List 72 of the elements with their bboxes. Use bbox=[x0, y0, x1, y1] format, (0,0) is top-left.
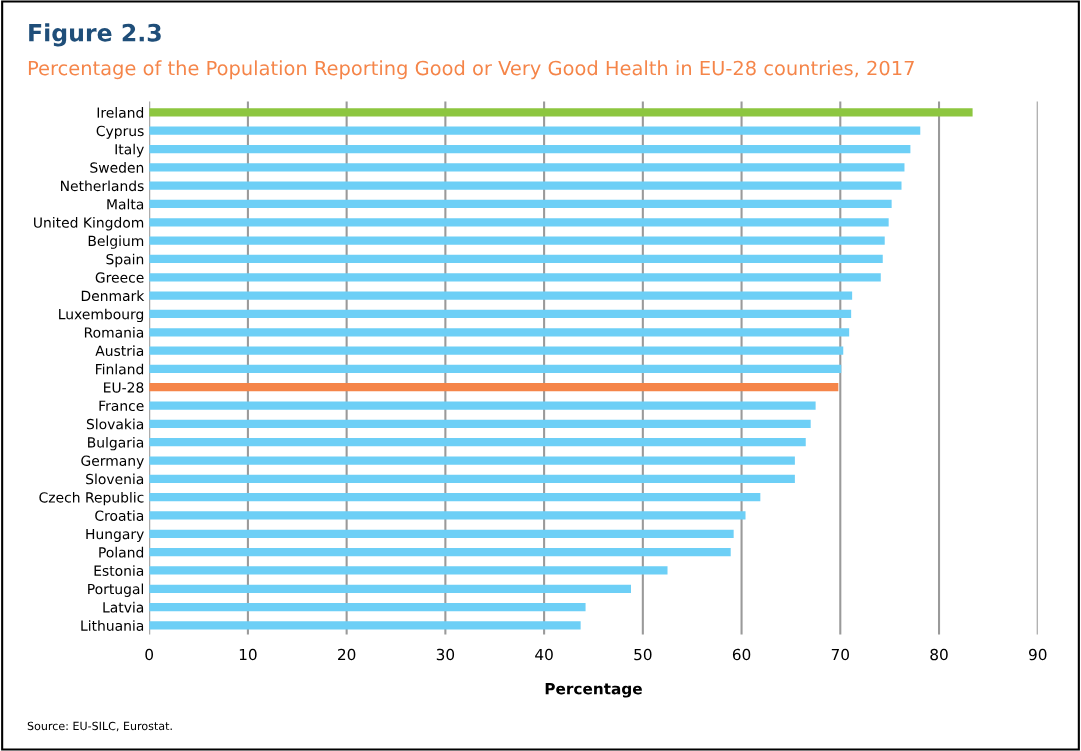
bar bbox=[149, 566, 668, 575]
y-tick-label: Germany bbox=[81, 455, 144, 469]
bar bbox=[149, 254, 883, 264]
bar bbox=[149, 584, 631, 593]
y-tick-label: Portugal bbox=[88, 583, 144, 597]
y-tick-label: EU-28 bbox=[104, 382, 144, 393]
y-tick-label: Luxembourg bbox=[59, 308, 144, 323]
bar bbox=[149, 126, 921, 135]
y-tick-label: Poland bbox=[99, 546, 144, 558]
bar bbox=[149, 474, 795, 483]
x-tick-label: 90 bbox=[1029, 648, 1047, 661]
bar bbox=[149, 621, 581, 630]
x-tick-label: 30 bbox=[436, 648, 455, 661]
bar bbox=[149, 181, 902, 190]
y-tick-label: Bulgaria bbox=[88, 436, 144, 451]
x-tick-label: 0 bbox=[145, 648, 154, 661]
y-tick-label: Denmark bbox=[81, 290, 145, 302]
bar bbox=[149, 199, 892, 209]
x-tick-label: 80 bbox=[930, 648, 948, 661]
bar bbox=[149, 438, 806, 447]
chart-title: Figure 2.3 bbox=[29, 23, 161, 47]
y-tick-label: Romania bbox=[84, 326, 144, 338]
x-tick-label: 40 bbox=[535, 648, 553, 661]
chart-subtitle: Percentage of the Population Reporting Good or Very Good Health in EU-28 countries, 2017 bbox=[28, 60, 914, 80]
y-tick-label: Cyprus bbox=[96, 125, 144, 139]
bar bbox=[149, 493, 761, 502]
y-tick-label: Czech Republic bbox=[39, 491, 144, 506]
bar bbox=[149, 602, 586, 612]
bar bbox=[149, 419, 811, 428]
bar bbox=[149, 291, 853, 300]
bar bbox=[149, 456, 795, 465]
source-note: Source: EU-SILC, Eurostat. bbox=[27, 721, 172, 732]
bar bbox=[149, 548, 731, 557]
x-axis-title: Percentage bbox=[545, 683, 642, 698]
bar bbox=[149, 346, 844, 355]
bar bbox=[149, 529, 734, 538]
y-tick-label: Italy bbox=[115, 143, 144, 158]
bar bbox=[149, 273, 881, 282]
y-tick-label: Finland bbox=[96, 363, 144, 375]
bar bbox=[149, 108, 973, 117]
y-tick-label: Sweden bbox=[90, 162, 144, 173]
y-tick-label: France bbox=[99, 400, 144, 412]
bar bbox=[149, 383, 839, 392]
y-tick-label: Ireland bbox=[97, 107, 144, 118]
bar bbox=[149, 163, 905, 172]
bar bbox=[149, 144, 911, 154]
y-tick-label: Austria bbox=[95, 345, 144, 357]
bar bbox=[149, 328, 850, 337]
y-tick-label: Slovakia bbox=[86, 418, 144, 430]
bar bbox=[149, 236, 885, 245]
bar bbox=[149, 511, 746, 520]
y-tick-label: Lithuania bbox=[81, 620, 144, 631]
x-tick-label: 10 bbox=[239, 648, 257, 661]
x-tick-label: 60 bbox=[732, 648, 751, 661]
bar bbox=[149, 309, 852, 319]
bar bbox=[149, 364, 842, 374]
y-tick-label: Malta bbox=[107, 198, 144, 210]
y-tick-label: Estonia bbox=[94, 565, 144, 576]
x-tick-label: 70 bbox=[831, 648, 849, 661]
y-tick-label: Slovenia bbox=[86, 473, 144, 485]
y-tick-label: United Kingdom bbox=[34, 217, 144, 231]
x-tick-label: 20 bbox=[338, 648, 356, 661]
bar bbox=[149, 401, 816, 410]
bar bbox=[149, 218, 889, 227]
y-tick-label: Belgium bbox=[88, 235, 144, 249]
x-tick-label: 50 bbox=[634, 648, 652, 661]
y-tick-label: Spain bbox=[106, 253, 144, 268]
y-tick-label: Latvia bbox=[103, 601, 144, 613]
y-tick-label: Croatia bbox=[95, 510, 144, 521]
y-tick-label: Netherlands bbox=[61, 180, 144, 192]
y-tick-label: Hungary bbox=[86, 528, 144, 542]
y-tick-label: Greece bbox=[95, 272, 144, 283]
